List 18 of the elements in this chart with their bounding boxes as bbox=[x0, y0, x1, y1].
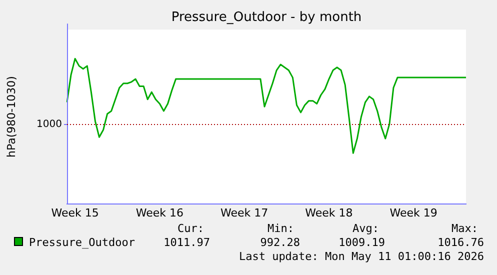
text: 1009.19 bbox=[338, 236, 385, 249]
x-tick-label: Week 15 bbox=[51, 206, 99, 220]
text: Max: bbox=[452, 222, 478, 235]
text: Min: bbox=[268, 222, 294, 235]
text: 1016.76 bbox=[438, 236, 484, 249]
x-tick-label: Week 16 bbox=[136, 206, 184, 220]
text: Cur: bbox=[178, 222, 204, 235]
x-tick-label: Week 17 bbox=[220, 206, 268, 220]
chart-title: Pressure_Outdoor - by month bbox=[171, 10, 362, 26]
text: 1011.97 bbox=[164, 236, 210, 249]
text: Avg: bbox=[352, 222, 379, 235]
text: 992.28 bbox=[260, 236, 300, 249]
y-axis-title: hPa(980-1030) bbox=[4, 76, 18, 158]
x-tick-label: Week 18 bbox=[305, 206, 353, 220]
text: 1000 bbox=[36, 119, 62, 130]
legend-label: Pressure_Outdoor bbox=[28, 236, 135, 249]
text: Last update: Mon May 11 01:00:16 2026 bbox=[238, 250, 484, 263]
x-tick-label: Week 19 bbox=[390, 206, 438, 220]
